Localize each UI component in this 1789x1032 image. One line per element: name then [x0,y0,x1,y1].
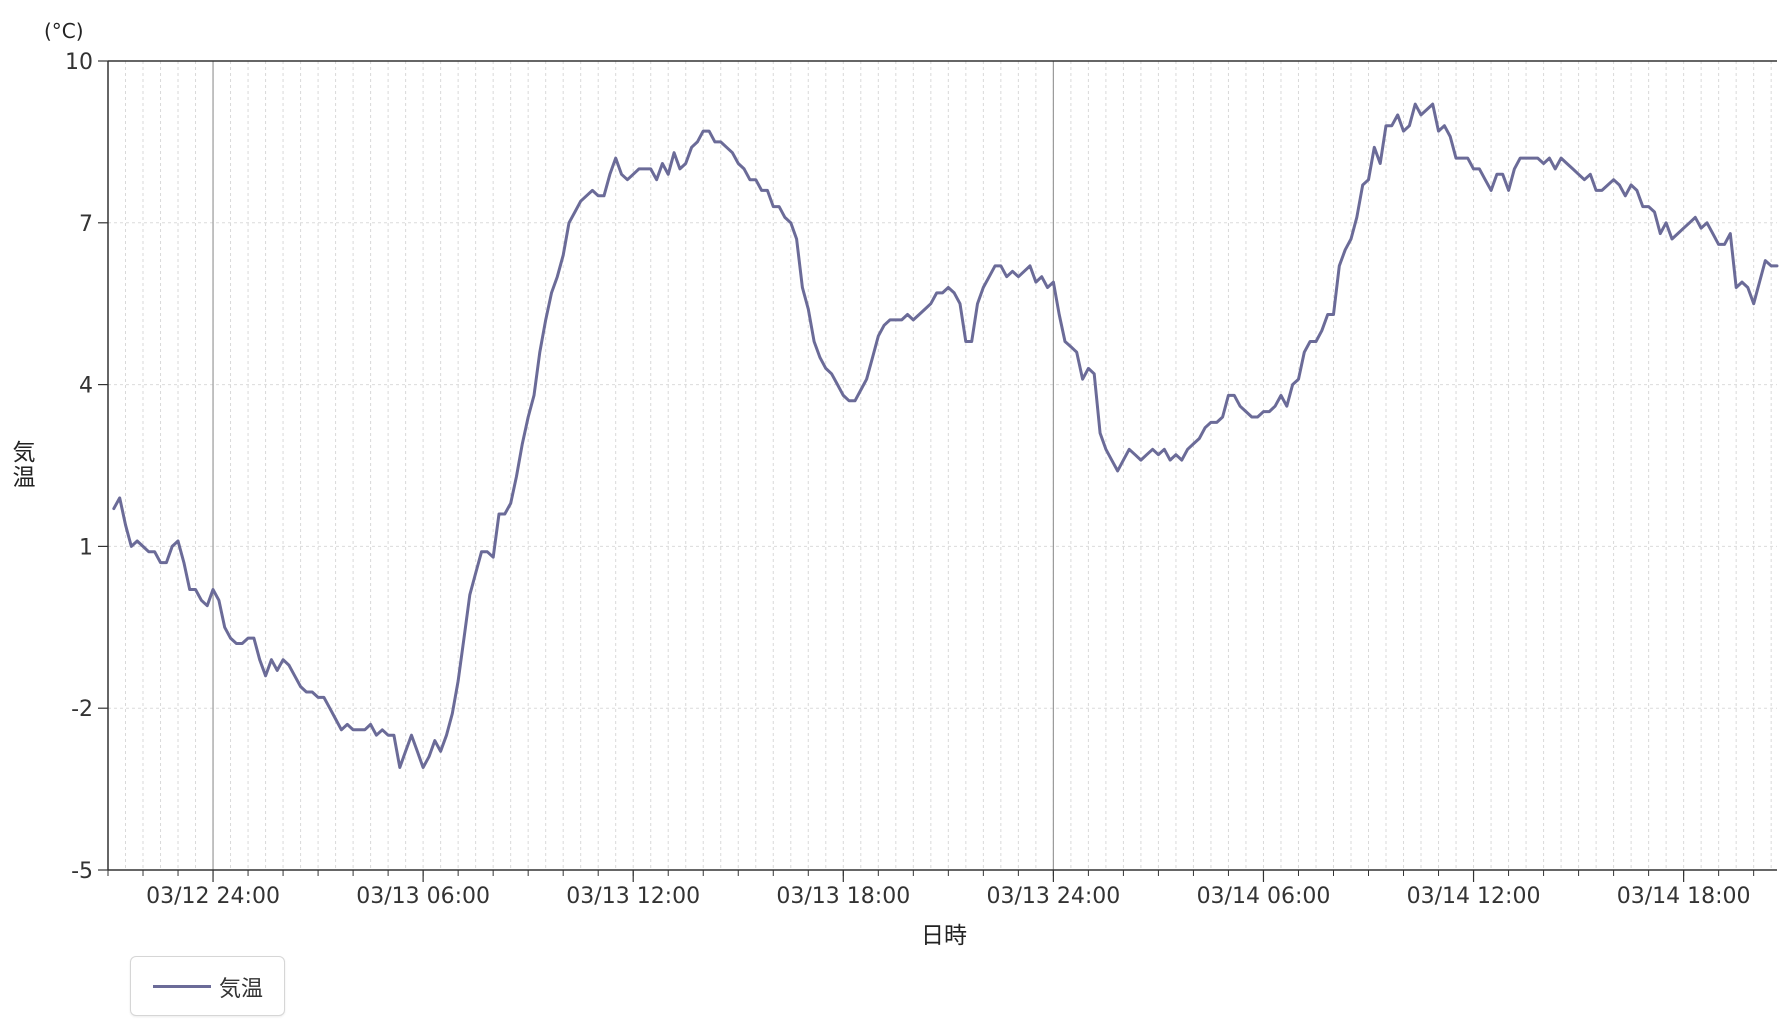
y-tick-label: -2 [71,697,93,722]
y-tick-label: 10 [65,50,93,75]
x-tick-label: 03/14 06:00 [1197,884,1331,909]
y-tick-label: 1 [79,535,93,560]
x-axis-title: 日時 [921,923,967,949]
axes-layer [98,60,1777,882]
legend[interactable]: 気温 [130,956,285,1016]
x-tick-label: 03/13 12:00 [566,884,700,909]
series-line-temperature[interactable] [112,102,1779,769]
x-tick-label: 03/13 24:00 [986,884,1120,909]
y-axis-title: 気温 [8,440,36,490]
y-tick-label: 7 [79,212,93,237]
series-layer [112,102,1779,769]
x-tick-label: 03/12 24:00 [146,884,280,909]
x-tick-label: 03/13 06:00 [356,884,490,909]
y-tick-label: -5 [71,859,93,884]
legend-label-temperature: 気温 [219,977,264,1002]
x-tick-label: 03/14 18:00 [1617,884,1751,909]
x-tick-label: 03/13 18:00 [776,884,910,909]
y-tick-label: 4 [79,374,93,399]
x-tick-label: 03/14 12:00 [1407,884,1541,909]
tick-labels: 03/12 24:00 03/13 06:00 03/13 12:00 03/13 1… [65,50,1751,909]
grid-layer [107,60,1777,871]
legend-swatch-temperature [153,985,211,988]
y-unit-label: (°C) [44,19,84,43]
